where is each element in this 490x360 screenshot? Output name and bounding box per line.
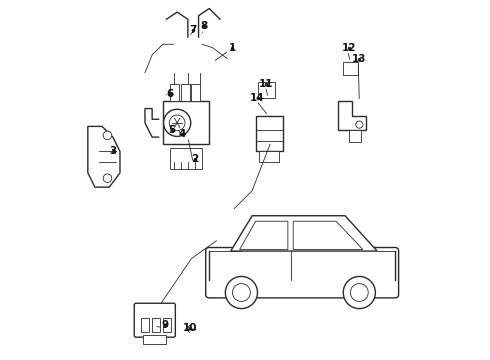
Bar <box>256 116 283 152</box>
Text: 3: 3 <box>109 147 117 157</box>
Circle shape <box>350 284 368 301</box>
Text: 2: 2 <box>192 154 198 163</box>
Text: 4: 4 <box>179 129 186 139</box>
Bar <box>192 84 200 102</box>
Circle shape <box>103 131 112 140</box>
Circle shape <box>103 174 112 183</box>
Text: 5: 5 <box>168 125 175 135</box>
Bar <box>143 336 167 344</box>
Bar <box>152 318 160 332</box>
Bar <box>142 318 149 332</box>
Bar <box>348 130 361 143</box>
Text: 14: 14 <box>250 93 265 103</box>
Text: 7: 7 <box>190 25 197 35</box>
Bar <box>181 84 190 102</box>
Text: 12: 12 <box>342 43 356 53</box>
Bar <box>170 148 202 169</box>
Circle shape <box>164 109 191 136</box>
Bar <box>259 152 279 162</box>
Polygon shape <box>88 126 120 187</box>
Circle shape <box>356 121 363 128</box>
FancyBboxPatch shape <box>134 303 175 337</box>
Text: 8: 8 <box>200 21 208 31</box>
Text: 13: 13 <box>352 54 367 64</box>
Circle shape <box>232 284 250 301</box>
Circle shape <box>169 115 185 131</box>
Text: 1: 1 <box>229 43 236 53</box>
Bar <box>163 102 209 144</box>
Polygon shape <box>240 221 288 249</box>
Text: 9: 9 <box>161 320 168 330</box>
Circle shape <box>343 276 375 309</box>
Polygon shape <box>293 221 363 249</box>
Bar <box>163 318 171 332</box>
Text: 11: 11 <box>259 78 274 89</box>
Polygon shape <box>231 216 377 251</box>
Text: 6: 6 <box>167 89 173 99</box>
FancyBboxPatch shape <box>206 248 398 298</box>
Bar <box>343 62 358 75</box>
Circle shape <box>225 276 258 309</box>
Bar <box>258 82 275 98</box>
Bar <box>170 84 179 102</box>
Polygon shape <box>338 102 367 130</box>
Text: 10: 10 <box>182 323 197 333</box>
